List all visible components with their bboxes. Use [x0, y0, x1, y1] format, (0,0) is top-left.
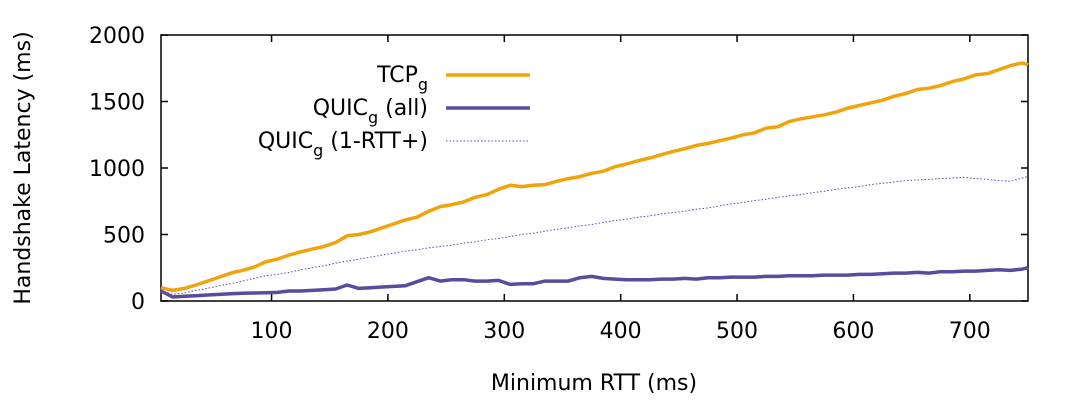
series-line-1	[160, 61, 1029, 293]
legend-label-3: QUICg (1-RTT+)	[258, 129, 428, 160]
legend-label-1: TCPg	[376, 63, 428, 94]
y-axis-label: Handshake Latency (ms)	[11, 31, 36, 304]
x-tick-label: 100	[251, 319, 293, 344]
x-tick-label: 400	[600, 319, 642, 344]
series-line-2	[160, 266, 1029, 299]
x-tick-label: 700	[949, 319, 991, 344]
y-tick-label: 0	[131, 290, 145, 315]
legend-label-2: QUICg (all)	[313, 96, 428, 127]
x-axis-label: Minimum RTT (ms)	[491, 371, 697, 396]
plot-frame	[160, 34, 1029, 302]
y-ticks: 0 500 1000 1500 2000	[89, 24, 1028, 315]
x-tick-label: 600	[832, 319, 874, 344]
series-group	[160, 61, 1029, 299]
y-tick-label: 1500	[89, 91, 145, 116]
x-ticks: 100 200 300 400 500 600 700	[251, 35, 991, 344]
y-tick-label: 1000	[89, 157, 145, 182]
y-tick-label: 2000	[89, 24, 145, 49]
x-tick-label: 300	[483, 319, 525, 344]
x-tick-label: 200	[367, 319, 409, 344]
y-tick-label: 500	[103, 224, 145, 249]
x-tick-label: 500	[716, 319, 758, 344]
